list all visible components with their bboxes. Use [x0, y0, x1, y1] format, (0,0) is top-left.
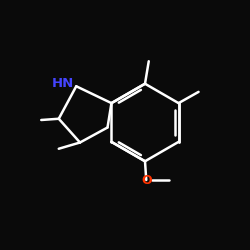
- Text: HN: HN: [52, 77, 74, 90]
- Text: O: O: [141, 174, 152, 186]
